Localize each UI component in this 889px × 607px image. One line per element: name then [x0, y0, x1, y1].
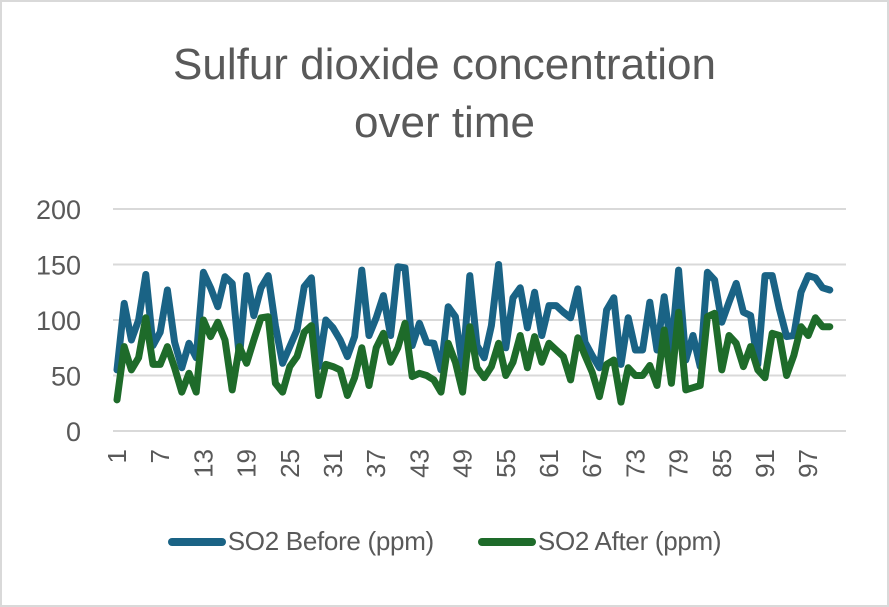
x-tick-label: 73 — [620, 449, 650, 478]
chart-title-line-1: Sulfur dioxide concentration — [173, 40, 716, 89]
x-tick-label: 55 — [491, 449, 521, 478]
x-tick-label: 43 — [404, 449, 434, 478]
series-line-so2-before[interactable] — [113, 261, 834, 374]
series-line-so2-after[interactable] — [113, 308, 834, 406]
y-tick-label: 50 — [51, 362, 81, 392]
x-tick-label: 85 — [707, 449, 737, 478]
legend-label-so2-before: SO2 Before (ppm) — [227, 526, 434, 556]
x-tick-label: 37 — [361, 449, 391, 478]
legend-item-so2-after[interactable]: SO2 After (ppm) — [477, 526, 722, 557]
y-tick-label: 0 — [66, 417, 81, 447]
x-tick-label: 67 — [577, 449, 607, 478]
legend: SO2 Before (ppm) SO2 After (ppm) — [0, 526, 889, 557]
chart-title: Sulfur dioxide concentration over time — [0, 36, 889, 152]
x-tick-label: 79 — [664, 449, 694, 478]
x-tick-label: 61 — [534, 449, 564, 478]
x-axis-tick-labels: 1 7 13 19 25 31 37 43 49 55 61 67 73 79 85 91 97 — [102, 449, 823, 478]
x-tick-label: 19 — [232, 449, 262, 478]
x-tick-label: 91 — [750, 449, 780, 478]
x-tick-label: 25 — [275, 449, 305, 478]
legend-item-so2-before[interactable]: SO2 Before (ppm) — [167, 526, 434, 557]
x-tick-label: 1 — [102, 449, 132, 463]
y-tick-label: 200 — [36, 195, 81, 225]
series-lines — [113, 261, 834, 406]
legend-swatch-so2-after — [477, 537, 536, 546]
y-tick-label: 100 — [36, 306, 81, 336]
y-axis-tick-labels: 0 50 100 150 200 — [36, 195, 81, 447]
y-tick-label: 150 — [36, 251, 81, 281]
legend-label-so2-after: SO2 After (ppm) — [537, 526, 722, 556]
chart-title-line-2: over time — [354, 98, 535, 147]
x-tick-label: 13 — [188, 449, 218, 478]
x-tick-label: 7 — [145, 449, 175, 463]
legend-swatch-so2-before — [167, 537, 226, 546]
gridlines — [113, 208, 846, 432]
x-tick-label: 31 — [318, 449, 348, 478]
x-tick-label: 49 — [448, 449, 478, 478]
x-tick-label: 97 — [793, 449, 823, 478]
